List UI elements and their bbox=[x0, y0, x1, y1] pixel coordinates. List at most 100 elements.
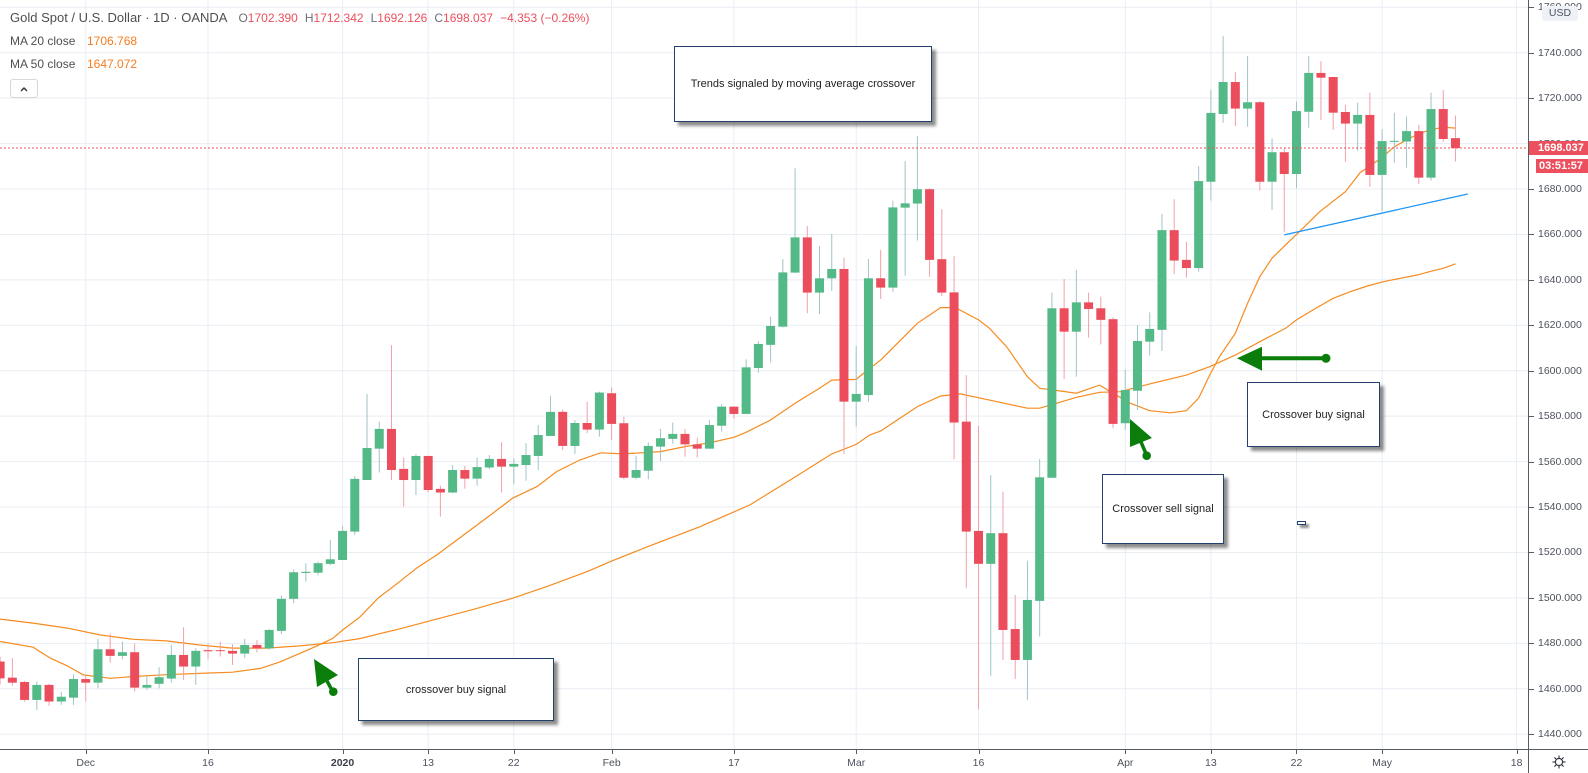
candle-up bbox=[166, 644, 176, 683]
candle-up bbox=[1194, 166, 1204, 272]
candle-down bbox=[937, 209, 947, 297]
arrow-icon[interactable] bbox=[1130, 419, 1152, 461]
bar-countdown-label: 03:51:57 bbox=[1536, 159, 1588, 174]
currency-badge[interactable]: USD bbox=[1542, 6, 1578, 21]
gear-icon[interactable] bbox=[1552, 755, 1566, 769]
candle-up bbox=[766, 316, 776, 363]
ma50-line[interactable] bbox=[0, 263, 1456, 649]
candle-up bbox=[1267, 138, 1277, 210]
candle-up bbox=[1120, 369, 1130, 430]
indicator-label: MA 20 close bbox=[10, 33, 76, 48]
candle-up bbox=[570, 420, 580, 454]
candle-down bbox=[1084, 292, 1094, 338]
candle-down bbox=[1438, 89, 1448, 142]
price-tick bbox=[1529, 7, 1534, 9]
candle-up bbox=[1133, 325, 1143, 411]
price-axis-label: 1440.000 bbox=[1538, 728, 1582, 741]
price-axis-label: 1720.000 bbox=[1538, 92, 1582, 105]
candle-up bbox=[815, 246, 825, 315]
price-chart[interactable] bbox=[0, 0, 1528, 749]
candle-up bbox=[276, 595, 286, 635]
price-axis-label: 1520.000 bbox=[1538, 546, 1582, 559]
candle-up bbox=[117, 641, 127, 660]
time-axis-label: 16 bbox=[972, 757, 985, 769]
candle-up bbox=[374, 421, 384, 473]
arrow-icon[interactable] bbox=[1237, 346, 1331, 371]
annotation-buy-signal-note-2[interactable]: Crossover buy signal bbox=[1247, 382, 1380, 447]
symbol-title[interactable]: Gold Spot / U.S. Dollar · 1D · OANDA bbox=[10, 10, 228, 25]
candle-down bbox=[423, 455, 433, 493]
price-tick bbox=[1529, 279, 1534, 281]
candle-up bbox=[741, 359, 751, 414]
candle-up bbox=[1426, 92, 1436, 181]
ohlc-label: C bbox=[434, 10, 444, 25]
candle-down bbox=[1450, 115, 1460, 162]
candle-up bbox=[1035, 458, 1045, 637]
candle-up bbox=[1353, 102, 1363, 151]
candle-up bbox=[1402, 116, 1412, 168]
annotation-buy-signal-note[interactable]: crossover buy signal bbox=[358, 658, 554, 721]
candle-up bbox=[509, 458, 519, 484]
time-tick bbox=[1210, 750, 1212, 754]
candle-down bbox=[105, 633, 115, 663]
time-axis-label: Dec bbox=[76, 757, 96, 769]
price-axis-label: 1740.000 bbox=[1538, 46, 1582, 59]
candle-up bbox=[325, 539, 335, 565]
chart-pane[interactable]: Trends signaled by moving average crosso… bbox=[0, 0, 1528, 749]
price-tick bbox=[1529, 597, 1534, 599]
candle-up bbox=[1304, 56, 1314, 128]
candle-up bbox=[778, 258, 788, 328]
ohlc-label: H bbox=[304, 10, 314, 25]
candle-up bbox=[1145, 312, 1155, 356]
ohlc-value: 1702.390 bbox=[247, 10, 298, 25]
candle-down bbox=[974, 425, 984, 710]
candle-down bbox=[497, 442, 507, 493]
candle-down bbox=[998, 491, 1008, 660]
candle-up bbox=[1071, 269, 1081, 377]
candle-up bbox=[313, 561, 323, 576]
candle-up bbox=[1389, 112, 1399, 163]
annotation-trends-note[interactable]: Trends signaled by moving average crosso… bbox=[674, 46, 932, 122]
candle-up bbox=[521, 443, 531, 481]
ohlc-low: L1692.126 bbox=[371, 11, 428, 25]
collapse-legend-button[interactable] bbox=[10, 79, 38, 98]
candle-down bbox=[680, 428, 690, 457]
candle-up bbox=[484, 455, 494, 470]
empty-text-box[interactable] bbox=[1297, 521, 1306, 525]
candle-up bbox=[668, 422, 678, 444]
indicator-ma20[interactable]: MA 20 close 1706.768 bbox=[10, 29, 589, 52]
price-axis-label: 1600.000 bbox=[1538, 364, 1582, 377]
candle-down bbox=[558, 409, 568, 451]
candle-up bbox=[717, 403, 727, 432]
candle-up bbox=[411, 454, 421, 496]
price-tick bbox=[1529, 98, 1534, 100]
annotation-sell-signal-note[interactable]: Crossover sell signal bbox=[1102, 474, 1224, 544]
candle-up bbox=[264, 629, 274, 650]
price-tick bbox=[1529, 370, 1534, 372]
time-axis-label: 18 bbox=[1510, 757, 1523, 769]
price-axis-label: 1460.000 bbox=[1538, 682, 1582, 695]
price-axis[interactable]: 1440.000 1460.000 1480.000 1500.000 1520.000… bbox=[1528, 0, 1588, 773]
legend: Gold Spot / U.S. Dollar · 1D · OANDA O17… bbox=[10, 6, 589, 98]
time-tick bbox=[1516, 750, 1518, 754]
candle-up bbox=[338, 525, 348, 560]
time-axis-label: 22 bbox=[507, 757, 520, 769]
candle-down bbox=[619, 416, 629, 480]
candle-up bbox=[986, 475, 996, 676]
indicator-ma50[interactable]: MA 50 close 1647.072 bbox=[10, 52, 589, 75]
candle-up bbox=[362, 393, 372, 481]
time-axis-label: 17 bbox=[728, 757, 740, 769]
time-axis[interactable]: Dec 16 2020 13 22 Feb 17 Mar 16 Apr 13 22 May 18 bbox=[0, 749, 1588, 773]
time-tick bbox=[1296, 750, 1298, 754]
arrow-icon[interactable] bbox=[314, 659, 338, 696]
candle-down bbox=[961, 375, 971, 588]
candle-up bbox=[863, 258, 873, 402]
candle-down bbox=[460, 465, 470, 489]
time-tick bbox=[856, 750, 858, 754]
time-axis-label: May bbox=[1372, 757, 1393, 769]
ohlc-value: 1712.342 bbox=[313, 10, 364, 25]
annotation-text: Crossover sell signal bbox=[1112, 503, 1214, 515]
trendline[interactable] bbox=[1284, 193, 1468, 236]
candle-up bbox=[643, 442, 653, 480]
candle-down bbox=[1414, 124, 1424, 185]
